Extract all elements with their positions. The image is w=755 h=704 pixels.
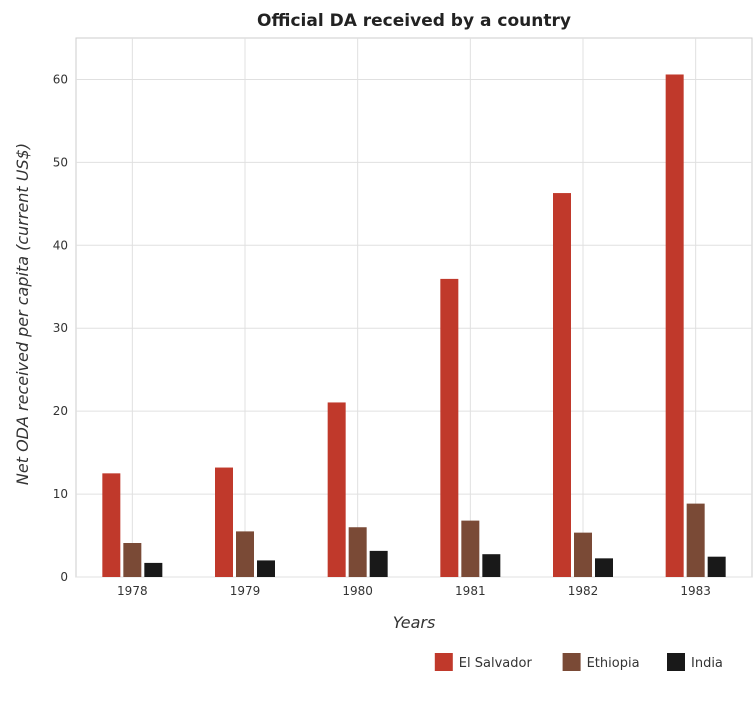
axes: 0 10 20 30 40 50 60 1978 1979 1980 1981 1982 1983 — [53, 72, 711, 598]
x-tick-label: 1982 — [568, 584, 599, 598]
y-tick-label: 10 — [53, 487, 68, 501]
x-axis-title: Years — [393, 613, 436, 632]
chart-title: Official DA received by a country — [257, 11, 571, 31]
bar-ethiopia — [686, 503, 705, 577]
legend-swatch — [434, 653, 453, 671]
x-tick-label: 1978 — [117, 584, 148, 598]
legend-label: Ethiopia — [587, 656, 640, 671]
y-tick-label: 30 — [53, 321, 68, 335]
bar-ethiopia — [348, 527, 367, 577]
bars — [102, 74, 726, 578]
legend: El Salvador Ethiopia India — [434, 653, 723, 671]
legend-label: El Salvador — [459, 656, 533, 671]
bar-india — [595, 558, 613, 577]
y-tick-label: 60 — [53, 72, 68, 86]
legend-swatch — [667, 653, 685, 671]
bar-el-salvador — [440, 278, 459, 577]
bar-el-salvador — [215, 467, 233, 577]
x-tick-label: 1983 — [680, 584, 711, 598]
bar-india — [144, 562, 163, 577]
y-axis-title: Net ODA received per capita (current US$… — [13, 143, 32, 485]
bar-el-salvador — [102, 473, 121, 577]
bar-india — [257, 560, 275, 577]
y-tick-label: 40 — [53, 238, 68, 252]
x-tick-label: 1981 — [455, 584, 486, 598]
bar-ethiopia — [461, 520, 480, 577]
y-tick-label: 50 — [53, 155, 68, 169]
bar-ethiopia — [574, 532, 592, 577]
y-tick-label: 0 — [60, 570, 68, 584]
bar-ethiopia — [236, 531, 254, 577]
bar-india — [482, 554, 501, 577]
plot-frame — [75, 37, 753, 578]
bar-ethiopia — [123, 543, 142, 577]
bar-el-salvador — [553, 193, 571, 577]
legend-label: India — [691, 656, 723, 671]
bar-el-salvador — [665, 74, 684, 578]
bar-el-salvador — [327, 402, 346, 577]
legend-swatch — [562, 653, 581, 671]
bar-india — [369, 550, 388, 577]
x-tick-label: 1980 — [342, 584, 373, 598]
bar-india — [707, 556, 726, 577]
y-tick-label: 20 — [53, 404, 68, 418]
x-tick-label: 1979 — [230, 584, 261, 598]
gridlines — [75, 37, 753, 578]
